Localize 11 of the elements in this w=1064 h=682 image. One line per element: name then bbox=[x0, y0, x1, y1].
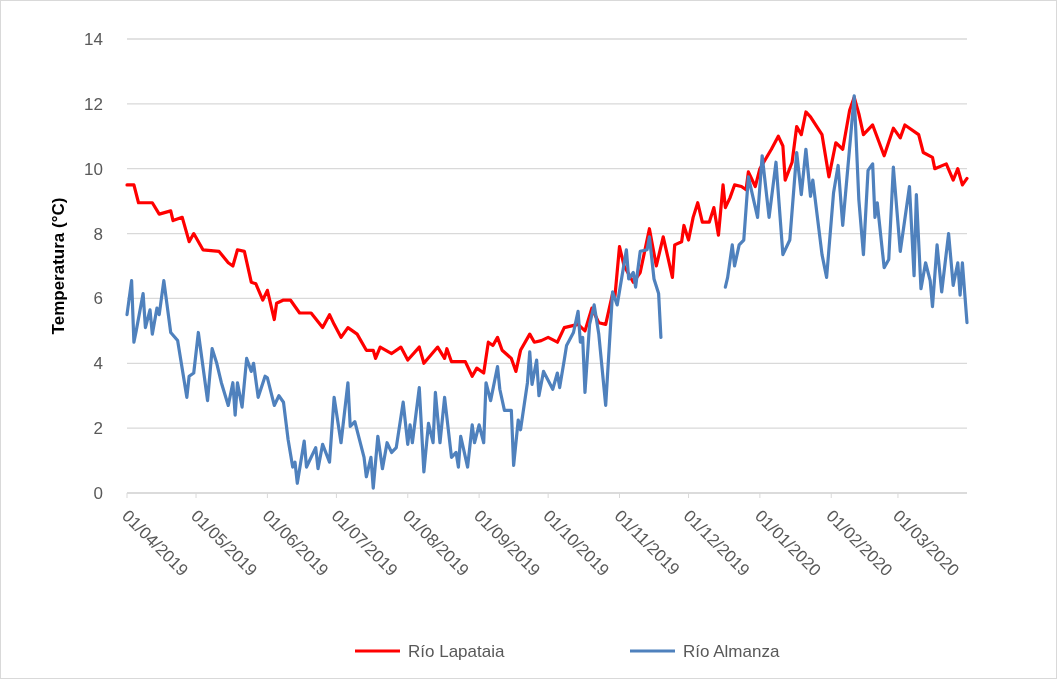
y-tick-label: 10 bbox=[84, 159, 103, 179]
y-tick-label: 4 bbox=[93, 354, 103, 374]
y-tick-label: 6 bbox=[93, 289, 103, 309]
y-tick-label: 8 bbox=[93, 224, 103, 244]
y-tick-label: 0 bbox=[93, 483, 103, 503]
legend-label: Río Almanza bbox=[683, 641, 780, 661]
y-axis-title: Temperatura (°C) bbox=[49, 197, 68, 335]
y-tick-label: 12 bbox=[84, 94, 103, 114]
legend-label: Río Lapataia bbox=[408, 641, 505, 661]
y-tick-label: 14 bbox=[84, 29, 103, 49]
y-tick-label: 2 bbox=[93, 419, 103, 439]
